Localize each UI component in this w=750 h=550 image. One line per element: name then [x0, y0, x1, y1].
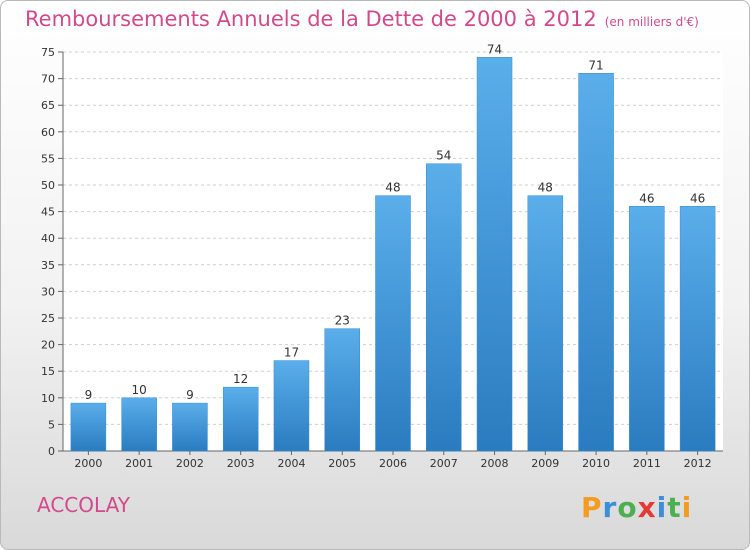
y-tick-label: 55: [41, 152, 55, 165]
data-label: 9: [186, 388, 194, 402]
data-label: 9: [85, 388, 93, 402]
data-label: 23: [335, 314, 350, 328]
data-label: 48: [538, 181, 553, 195]
bar: [172, 402, 208, 452]
y-tick-label: 40: [41, 232, 55, 245]
bar: [476, 57, 513, 452]
logo-letter: t: [667, 491, 682, 524]
bar: [578, 73, 614, 452]
x-tick-label: 2002: [176, 457, 204, 470]
data-label: 74: [487, 42, 502, 56]
data-label: 12: [233, 372, 248, 386]
bar: [375, 195, 411, 452]
x-tick-label: 2006: [379, 457, 407, 470]
y-tick-label: 25: [41, 312, 55, 325]
data-label: 54: [436, 149, 451, 163]
y-tick-label: 50: [41, 179, 55, 192]
x-tick-label: 2009: [531, 457, 559, 470]
y-tick-label: 60: [41, 126, 55, 139]
bar: [222, 386, 259, 452]
chart-title-text: Remboursements Annuels de la Dette de 20…: [25, 7, 597, 31]
x-tick-label: 2011: [633, 457, 661, 470]
chart-subtitle: (en milliers d'€): [604, 15, 699, 29]
logo-letter: x: [637, 491, 657, 524]
bar: [629, 206, 665, 452]
logo-letter: i: [681, 491, 693, 524]
y-tick-label: 35: [41, 259, 55, 272]
data-label: 71: [588, 58, 603, 72]
proxiti-logo: Proxiti: [581, 491, 692, 524]
commune-name: ACCOLAY: [37, 493, 130, 517]
y-tick-label: 45: [41, 206, 55, 219]
y-tick-label: 15: [41, 365, 55, 378]
bar: [273, 360, 310, 452]
y-tick-label: 30: [41, 285, 55, 298]
y-tick-label: 5: [48, 418, 55, 431]
logo-letter: P: [581, 491, 603, 524]
bar: [70, 402, 107, 452]
y-tick-label: 70: [41, 73, 55, 86]
data-label: 46: [690, 191, 705, 205]
logo-letter: i: [656, 491, 668, 524]
x-tick-label: 2003: [227, 457, 255, 470]
x-tick-label: 2012: [684, 457, 712, 470]
x-tick-label: 2001: [125, 457, 153, 470]
bar: [527, 195, 564, 452]
bar: [679, 206, 716, 452]
y-tick-label: 0: [48, 445, 55, 458]
data-label: 48: [385, 181, 400, 195]
data-label: 17: [284, 346, 299, 360]
logo-letter: r: [602, 491, 618, 524]
logo-letter: o: [617, 491, 638, 524]
x-tick-label: 2007: [430, 457, 458, 470]
x-tick-label: 2000: [74, 457, 102, 470]
y-tick-label: 10: [41, 392, 55, 405]
x-tick-label: 2004: [277, 457, 305, 470]
y-tick-label: 20: [41, 339, 55, 352]
data-label: 46: [639, 191, 654, 205]
bar: [426, 163, 462, 452]
data-label: 10: [132, 383, 147, 397]
y-tick-label: 65: [41, 99, 55, 112]
bar: [324, 328, 360, 452]
x-tick-label: 2008: [481, 457, 509, 470]
chart-title: Remboursements Annuels de la Dette de 20…: [25, 7, 699, 31]
y-tick-label: 75: [41, 46, 55, 59]
x-tick-label: 2010: [582, 457, 610, 470]
bar: [121, 397, 157, 452]
x-tick-label: 2005: [328, 457, 356, 470]
